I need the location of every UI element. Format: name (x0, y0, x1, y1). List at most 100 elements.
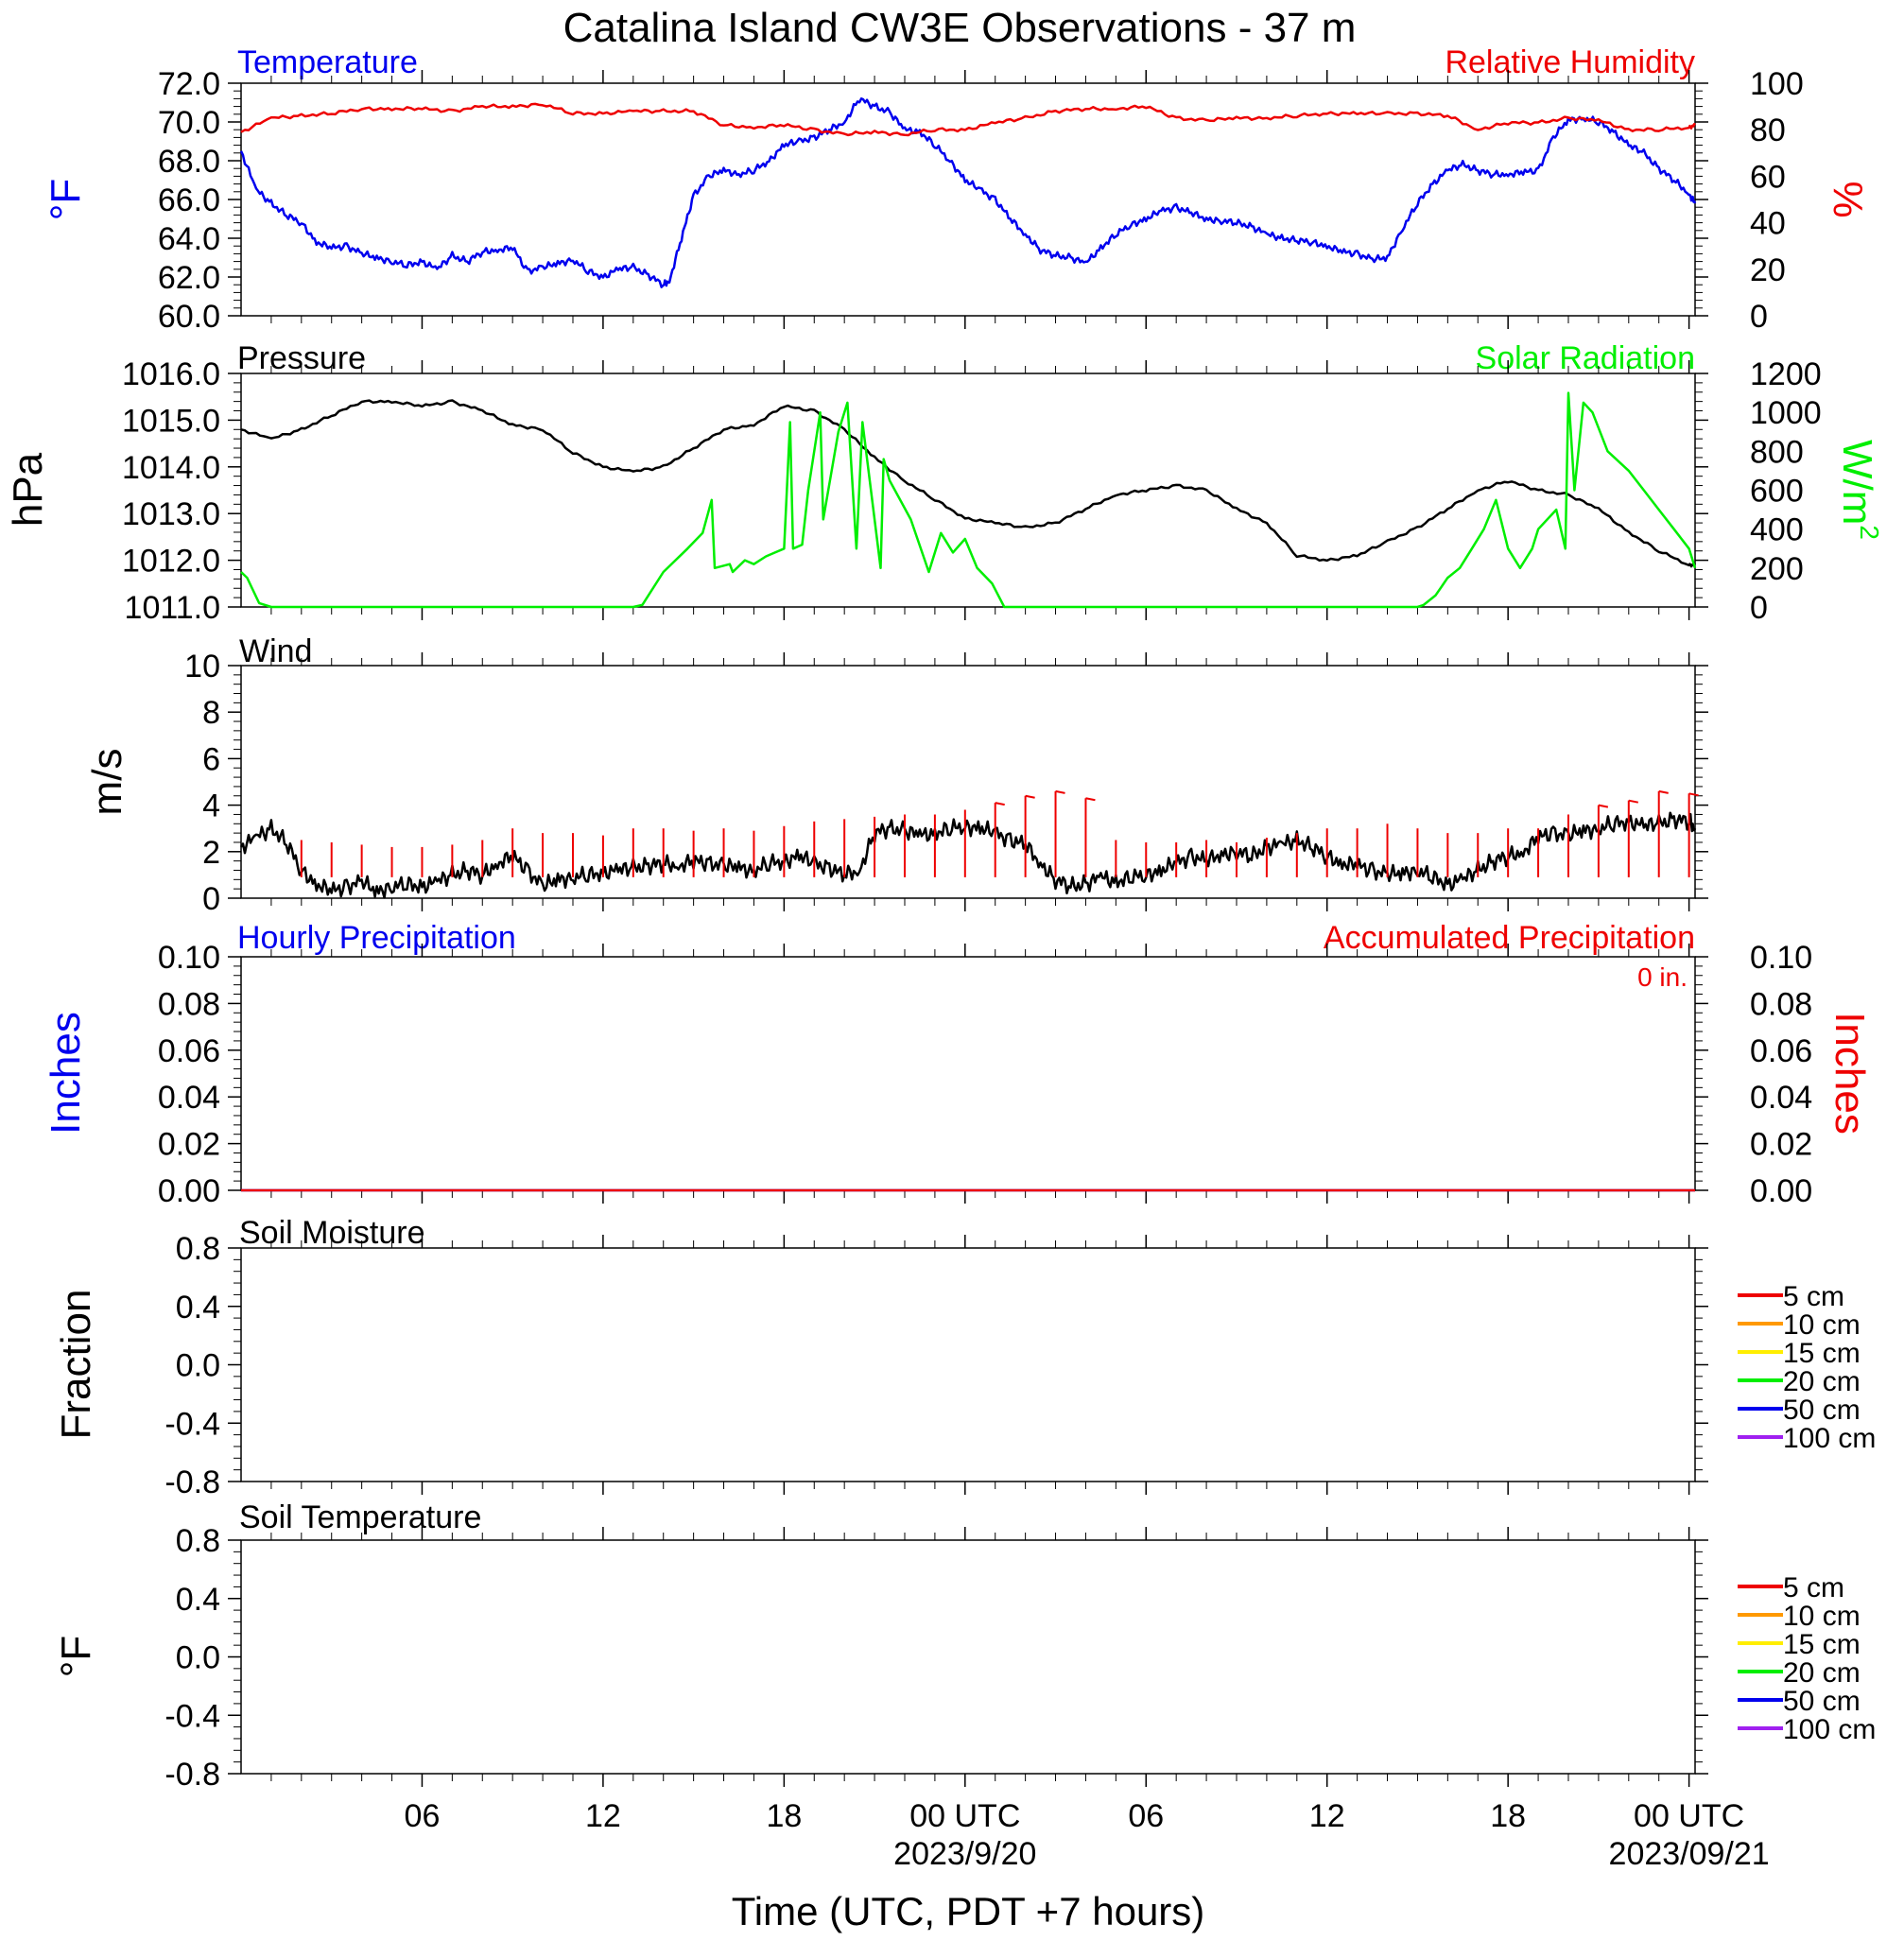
y-tick-label: 0 (202, 881, 220, 917)
y-tick-label: 8 (202, 695, 220, 731)
hourly-precip-title: Hourly Precipitation (237, 920, 516, 956)
right-y-tick-label: 60 (1750, 159, 1786, 195)
y-tick-label: 6 (202, 741, 220, 777)
y-tick-label: 60.0 (158, 299, 220, 335)
y-tick-label: 0.08 (158, 986, 220, 1022)
y-tick-label: 10 (184, 649, 220, 685)
legend-label: 10 cm (1783, 1309, 1861, 1341)
right-y-tick-label: 20 (1750, 252, 1786, 288)
wind-barb-flag (1658, 789, 1669, 794)
y-tick-label: 0.0 (176, 1640, 220, 1676)
legend-label: 100 cm (1783, 1423, 1876, 1454)
x-tick-label: 18 (766, 1798, 802, 1834)
humidity-unit-label: % (1825, 181, 1871, 217)
right-y-tick-label: 100 (1750, 66, 1804, 102)
y-tick-label: 0.00 (158, 1173, 220, 1209)
right-y-tick-label: 600 (1750, 474, 1804, 510)
x-tick-label: 12 (1309, 1798, 1345, 1834)
right-y-tick-label: 0.00 (1750, 1173, 1812, 1209)
y-tick-label: 0.02 (158, 1127, 220, 1163)
humidity-line (240, 102, 1697, 137)
hourly-precip-unit-label: Inches (43, 1012, 89, 1135)
humidity-y-ticks: 100 80 60 40 20 0 (1750, 66, 1804, 335)
legend-label: 15 cm (1783, 1338, 1861, 1369)
soil-moisture-title: Soil Moisture (239, 1215, 425, 1251)
soil-temperature-panel: Soil Temperature °F 0.8 0.4 0.0 -0.4 -0.8 5 … (53, 1499, 1876, 1872)
wind-speed-line (239, 811, 1697, 899)
y-tick-label: 64.0 (158, 221, 220, 257)
y-tick-label: 72.0 (158, 66, 220, 102)
legend-label: 50 cm (1783, 1686, 1861, 1717)
wind-title: Wind (239, 633, 312, 669)
y-tick-label: 0.4 (176, 1290, 220, 1326)
legend-label: 10 cm (1783, 1601, 1861, 1632)
y-tick-label: 70.0 (158, 105, 220, 141)
temperature-panel: Temperature Relative Humidity °F % 72.07… (43, 44, 1871, 335)
y-tick-label: 0.8 (176, 1523, 220, 1559)
wind-y-ticks: 10 8 6 4 2 0 (184, 649, 1708, 917)
temperature-y-ticks: 72.070.068.066.064.062.060.0 (158, 66, 1708, 335)
pressure-x-ticks (270, 360, 1690, 620)
right-y-tick-label: 0.04 (1750, 1080, 1812, 1116)
y-tick-label: 1013.0 (122, 496, 220, 532)
precipitation-plot-frame (240, 956, 1696, 1191)
y-tick-label: -0.4 (164, 1698, 220, 1734)
x-axis-title: Time (UTC, PDT +7 hours) (732, 1889, 1205, 1933)
soil-moisture-unit-label: Fraction (53, 1290, 99, 1440)
right-y-tick-label: 400 (1750, 512, 1804, 548)
right-y-tick-label: 0.06 (1750, 1033, 1812, 1069)
y-tick-label: 1011.0 (125, 590, 220, 626)
y-tick-label: 1012.0 (122, 544, 220, 580)
wind-barb-flag (1688, 792, 1699, 797)
solar-radiation-line (240, 391, 1697, 609)
right-y-tick-label: 1200 (1750, 356, 1822, 392)
soil-moisture-panel: Soil Moisture Fraction 0.8 0.4 0.0 -0.4 -0.8… (53, 1215, 1876, 1500)
soil-temperature-unit-label: °F (53, 1636, 99, 1677)
pressure-plot-frame (240, 373, 1696, 608)
legend-label: 5 cm (1783, 1572, 1844, 1603)
wind-barb-flag (1598, 804, 1609, 808)
y-tick-label: -0.4 (164, 1406, 220, 1442)
right-y-tick-label: 0.10 (1750, 940, 1812, 976)
accum-precip-unit-label: Inches (1826, 1012, 1873, 1135)
x-tick-label: 18 (1490, 1798, 1526, 1834)
soil-moisture-y-ticks: 0.8 0.4 0.0 -0.4 -0.8 (164, 1231, 1708, 1500)
soil-temperature-plot-frame (240, 1539, 1696, 1775)
x-tick-label: 00 UTC (1634, 1798, 1744, 1834)
legend-label: 5 cm (1783, 1281, 1844, 1312)
pressure-y-ticks: 1016.0 1015.0 1014.0 1013.0 1012.0 1011.0 (122, 356, 1708, 626)
y-tick-label: 62.0 (158, 260, 220, 296)
temperature-plot-frame (240, 82, 1696, 317)
soil-moisture-x-ticks (270, 1235, 1690, 1495)
y-tick-label: 1015.0 (122, 403, 220, 439)
soil-temperature-y-ticks: 0.8 0.4 0.0 -0.4 -0.8 (164, 1523, 1708, 1793)
x-tick-date-label: 2023/9/20 (893, 1836, 1036, 1872)
temperature-series (239, 97, 1697, 288)
right-y-tick-label: 0 (1750, 299, 1768, 335)
humidity-title: Relative Humidity (1445, 44, 1695, 80)
y-tick-label: 68.0 (158, 144, 220, 180)
legend-label: 20 cm (1783, 1366, 1861, 1397)
solar-unit-exponent: 2 (1855, 525, 1884, 540)
wind-barb-flag (1628, 799, 1638, 804)
solar-unit-label: W/m2 (1834, 440, 1884, 540)
y-tick-label: -0.8 (164, 1757, 220, 1793)
soil-temperature-title: Soil Temperature (239, 1499, 481, 1535)
temperature-line (239, 97, 1697, 288)
right-y-tick-label: 0.02 (1750, 1127, 1812, 1163)
precipitation-panel: Hourly Precipitation Accumulated Precipi… (43, 920, 1873, 1209)
right-y-tick-label: 1000 (1750, 395, 1822, 431)
y-tick-label: 1014.0 (122, 450, 220, 486)
solar-unit-text: W/m (1834, 440, 1880, 525)
pressure-line (240, 399, 1697, 568)
wind-series (239, 789, 1699, 899)
figure-title: Catalina Island CW3E Observations - 37 m (563, 5, 1357, 51)
x-tick-label: 06 (405, 1798, 441, 1834)
y-tick-label: 0.0 (176, 1348, 220, 1384)
x-tick-label: 06 (1128, 1798, 1164, 1834)
temperature-x-ticks (270, 70, 1690, 329)
legend-label: 15 cm (1783, 1629, 1861, 1660)
